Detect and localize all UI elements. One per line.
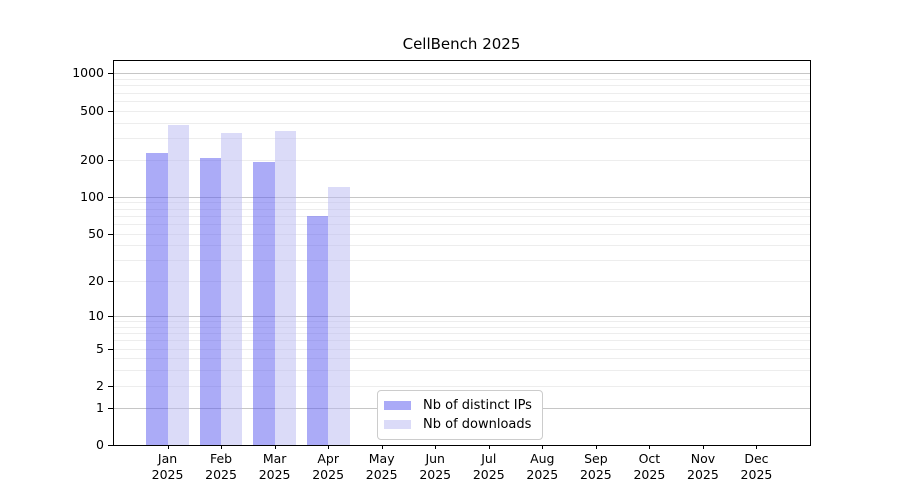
x-tick-label-nov: Nov 2025 <box>687 451 719 482</box>
x-tick-label-jan: Jan 2025 <box>151 451 184 482</box>
y-tick-label: 2 <box>96 377 104 393</box>
legend: Nb of distinct IPs Nb of downloads <box>377 390 543 440</box>
bar-downloads-apr <box>328 186 350 445</box>
gridline-minor <box>114 370 810 372</box>
y-tick-label: 500 <box>80 102 104 118</box>
x-tick-mark <box>435 445 437 449</box>
y-tick-mark <box>108 110 114 112</box>
gridline-minor <box>114 110 810 112</box>
gridline-minor <box>114 159 810 161</box>
gridline-minor <box>114 333 810 335</box>
gridline-minor <box>114 138 810 140</box>
x-tick-mark <box>488 445 490 449</box>
chart-title: CellBench 2025 <box>402 35 521 53</box>
y-tick-mark <box>108 73 114 75</box>
legend-item-downloads: Nb of downloads <box>384 415 532 434</box>
gridline-minor <box>114 385 810 387</box>
x-tick-label-jun: Jun 2025 <box>419 451 452 482</box>
bar-downloads-feb <box>221 132 243 445</box>
x-tick-label-dec: Dec 2025 <box>740 451 773 482</box>
gridline-major <box>114 73 810 75</box>
x-tick-label-jul: Jul 2025 <box>472 451 505 482</box>
x-tick-label-apr: Apr 2025 <box>312 451 345 482</box>
y-tick-label: 1 <box>96 399 104 415</box>
gridline-minor <box>114 340 810 342</box>
gridline-minor <box>114 326 810 328</box>
gridline-minor <box>114 202 810 204</box>
x-tick-label-mar: Mar 2025 <box>258 451 291 482</box>
y-tick-label: 1000 <box>72 65 104 81</box>
y-tick-label: 5 <box>96 340 104 356</box>
bar-distinct-ips-feb <box>199 157 222 445</box>
x-tick-mark <box>756 445 758 449</box>
bar-distinct-ips-mar <box>253 161 275 445</box>
legend-swatch-distinct-ips-icon <box>384 401 411 410</box>
y-tick-label: 200 <box>80 151 104 167</box>
gridline-major <box>114 196 810 198</box>
y-tick-mark <box>108 159 114 161</box>
y-tick-mark <box>108 233 114 235</box>
y-tick-mark <box>108 348 114 350</box>
legend-item-distinct-ips: Nb of distinct IPs <box>384 396 532 415</box>
gridline-minor <box>114 245 810 247</box>
x-tick-label-aug: Aug 2025 <box>526 451 559 482</box>
gridline-minor <box>114 122 810 124</box>
y-tick-mark <box>108 407 114 409</box>
gridline-minor <box>114 208 810 210</box>
x-tick-mark <box>167 445 169 449</box>
gridline-major <box>114 316 810 318</box>
y-tick-label: 10 <box>88 308 104 324</box>
plot-area <box>113 60 811 446</box>
y-tick-mark <box>108 385 114 387</box>
gridline-minor <box>114 281 810 283</box>
y-tick-mark <box>108 196 114 198</box>
x-tick-label-sep: Sep 2025 <box>579 451 612 482</box>
x-tick-mark <box>649 445 651 449</box>
x-tick-label-feb: Feb 2025 <box>205 451 237 482</box>
gridline-minor <box>114 100 810 102</box>
y-tick-label: 100 <box>80 188 104 204</box>
gridline-minor <box>114 85 810 87</box>
bar-downloads-jan <box>167 125 189 445</box>
x-tick-mark <box>702 445 704 449</box>
x-tick-mark <box>274 445 276 449</box>
x-tick-mark <box>542 445 544 449</box>
legend-label-downloads: Nb of downloads <box>423 417 532 432</box>
x-tick-mark <box>328 445 330 449</box>
y-tick-mark <box>108 281 114 283</box>
gridline-minor <box>114 223 810 225</box>
x-tick-mark <box>595 445 597 449</box>
y-tick-mark <box>108 316 114 318</box>
legend-label-distinct-ips: Nb of distinct IPs <box>423 398 532 413</box>
x-tick-label-may: May 2025 <box>365 451 398 482</box>
x-tick-mark <box>221 445 223 449</box>
gridline-minor <box>114 260 810 262</box>
y-tick-label: 0 <box>96 437 104 452</box>
y-tick-mark <box>108 445 114 446</box>
bar-distinct-ips-jan <box>146 153 168 445</box>
gridline-minor <box>114 79 810 81</box>
y-tick-label: 20 <box>88 273 104 289</box>
bar-distinct-ips-apr <box>306 215 329 445</box>
gridline-minor <box>114 321 810 323</box>
gridline-minor <box>114 215 810 217</box>
x-tick-mark <box>381 445 383 449</box>
y-tick-label: 50 <box>88 225 104 241</box>
gridline-minor <box>114 358 810 360</box>
x-tick-label-oct: Oct 2025 <box>633 451 666 482</box>
gridline-minor <box>114 233 810 235</box>
gridline-minor <box>114 348 810 350</box>
gridline-minor <box>114 92 810 94</box>
bar-downloads-mar <box>274 131 297 445</box>
legend-swatch-downloads-icon <box>384 420 411 429</box>
